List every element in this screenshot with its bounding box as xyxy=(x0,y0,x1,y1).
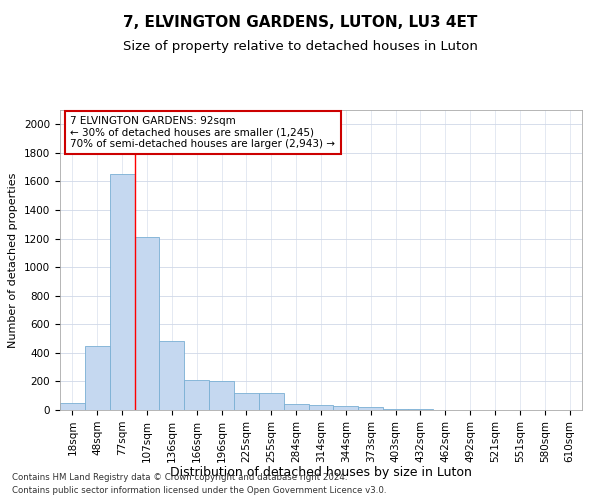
Bar xyxy=(60,403,85,410)
Text: 7 ELVINGTON GARDENS: 92sqm
← 30% of detached houses are smaller (1,245)
70% of s: 7 ELVINGTON GARDENS: 92sqm ← 30% of deta… xyxy=(70,116,335,149)
Text: 7, ELVINGTON GARDENS, LUTON, LU3 4ET: 7, ELVINGTON GARDENS, LUTON, LU3 4ET xyxy=(123,15,477,30)
Bar xyxy=(284,404,308,410)
Bar xyxy=(259,393,284,410)
Text: Contains public sector information licensed under the Open Government Licence v3: Contains public sector information licen… xyxy=(12,486,386,495)
Bar xyxy=(308,405,334,410)
Bar xyxy=(134,237,160,410)
Bar xyxy=(110,174,134,410)
X-axis label: Distribution of detached houses by size in Luton: Distribution of detached houses by size … xyxy=(170,466,472,479)
Text: Contains HM Land Registry data © Crown copyright and database right 2024.: Contains HM Land Registry data © Crown c… xyxy=(12,474,347,482)
Bar xyxy=(234,393,259,410)
Y-axis label: Number of detached properties: Number of detached properties xyxy=(8,172,19,348)
Bar xyxy=(209,382,234,410)
Bar xyxy=(85,346,110,410)
Bar xyxy=(184,380,209,410)
Bar xyxy=(334,406,358,410)
Text: Size of property relative to detached houses in Luton: Size of property relative to detached ho… xyxy=(122,40,478,53)
Bar xyxy=(358,407,383,410)
Bar xyxy=(383,409,408,410)
Bar xyxy=(160,342,184,410)
